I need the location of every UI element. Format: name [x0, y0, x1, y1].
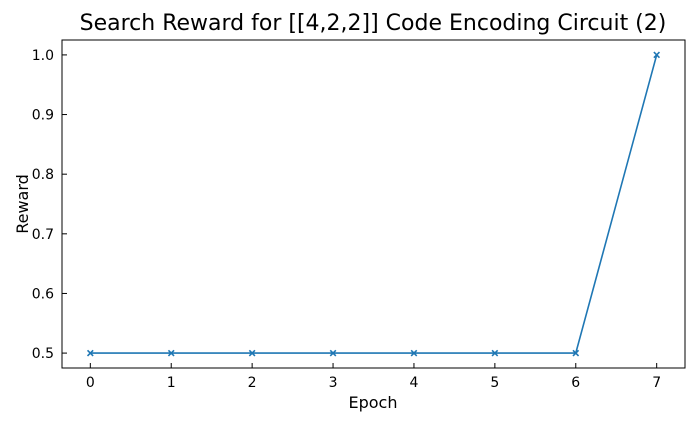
x-axis-label: Epoch — [349, 393, 398, 412]
x-axis-ticks: 0 1 2 3 4 5 6 7 — [86, 363, 661, 391]
data-point-0 — [86, 349, 94, 357]
data-point-7-stroke-b — [653, 51, 661, 59]
data-point-6 — [572, 349, 580, 357]
data-point-5 — [491, 349, 499, 357]
data-point-2-stroke-b — [248, 349, 256, 357]
y-tick-label-4: 0.9 — [32, 108, 54, 124]
data-point-3 — [329, 349, 337, 357]
x-tick-label-3: 3 — [329, 375, 338, 391]
plot-area-frame — [61, 39, 686, 369]
data-point-7 — [653, 51, 661, 59]
data-point-4 — [410, 349, 418, 357]
series-line-0 — [90, 54, 658, 354]
series-layer — [86, 51, 661, 357]
x-tick-label-5: 5 — [490, 375, 499, 391]
x-tick-label-1: 1 — [167, 375, 176, 391]
data-point-3-stroke-b — [329, 349, 337, 357]
x-tick-label-2: 2 — [248, 375, 257, 391]
y-tick-label-3: 0.8 — [32, 167, 54, 183]
x-tick-label-7: 7 — [652, 375, 661, 391]
data-point-1-stroke-b — [167, 349, 175, 357]
x-tick-label-0: 0 — [86, 375, 95, 391]
y-tick-label-0: 0.5 — [32, 346, 54, 362]
y-tick-label-5: 1.0 — [32, 48, 54, 64]
y-axis-label: Reward — [13, 174, 32, 234]
data-point-4-stroke-b — [410, 349, 418, 357]
data-point-2 — [248, 349, 256, 357]
data-point-1 — [167, 349, 175, 357]
x-tick-label-6: 6 — [571, 375, 580, 391]
y-axis-ticks: 0.5 0.6 0.7 0.8 0.9 1.0 — [32, 48, 67, 362]
y-tick-label-2: 0.7 — [32, 227, 54, 243]
data-point-6-stroke-b — [572, 349, 580, 357]
y-tick-label-1: 0.6 — [32, 286, 54, 302]
data-point-0-stroke-b — [86, 349, 94, 357]
chart-title: Search Reward for [[4,2,2]] Code Encodin… — [80, 11, 667, 36]
data-point-5-stroke-b — [491, 349, 499, 357]
x-tick-label-4: 4 — [409, 375, 418, 391]
